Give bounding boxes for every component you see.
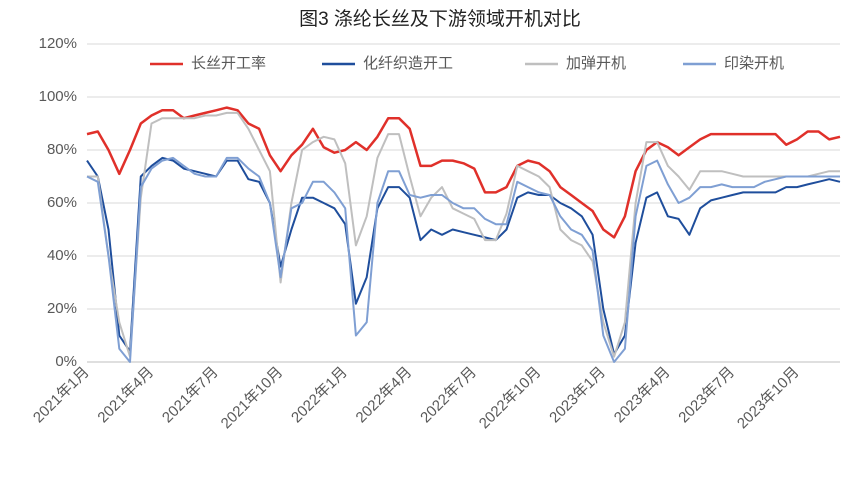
- x-tick-label: 2023年10月: [734, 364, 803, 433]
- legend-label: 加弹开机: [566, 55, 626, 72]
- legend-label: 化纤织造开工: [363, 55, 453, 72]
- series-line: [87, 111, 840, 358]
- x-tick-label: 2023年4月: [611, 364, 674, 427]
- x-tick-label: 2023年7月: [675, 364, 738, 427]
- x-tick-label: 2022年10月: [476, 364, 545, 433]
- series-line: [86, 156, 840, 363]
- y-tick-label: 20%: [47, 300, 77, 317]
- x-tick-label: 2023年1月: [546, 364, 609, 427]
- x-tick-label: 2022年7月: [417, 364, 480, 427]
- y-tick-label: 80%: [47, 141, 77, 158]
- y-tick-label: 120%: [39, 35, 77, 52]
- y-tick-label: 40%: [47, 247, 77, 264]
- x-tick-label: 2021年7月: [159, 364, 222, 427]
- x-tick-label: 2022年1月: [288, 364, 351, 427]
- y-tick-label: 0%: [55, 353, 77, 370]
- y-tick-label: 100%: [39, 88, 77, 105]
- chart-title: 图3 涤纶长丝及下游领域开机对比: [299, 8, 581, 30]
- y-tick-label: 60%: [47, 194, 77, 211]
- x-tick-label: 2021年10月: [218, 364, 287, 433]
- x-tick-label: 2021年1月: [30, 364, 93, 427]
- x-tick-label: 2021年4月: [94, 364, 157, 427]
- legend-label: 印染开机: [724, 55, 784, 72]
- x-tick-label: 2022年4月: [353, 364, 416, 427]
- series-line: [86, 106, 841, 239]
- legend-label: 长丝开工率: [191, 55, 266, 72]
